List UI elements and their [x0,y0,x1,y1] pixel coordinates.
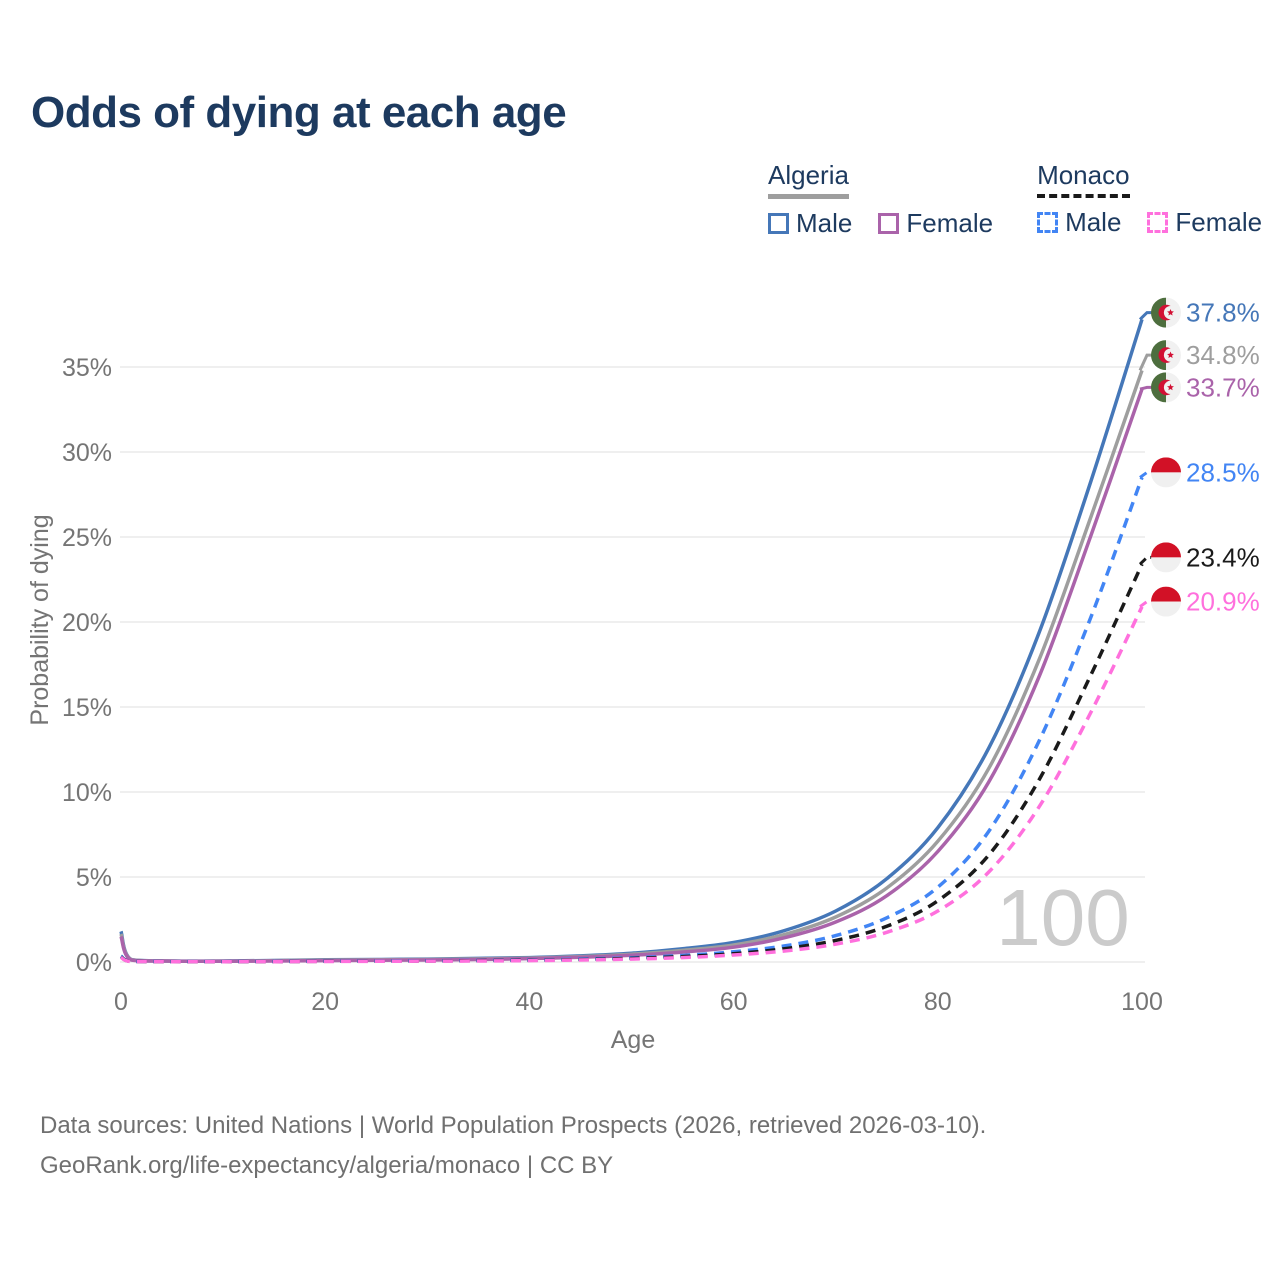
y-axis-tick-labels: 0% 5% 10% 15% 20% 25% 30% 35% [62,354,112,977]
end-value-label-monaco-both: 23.4% [1186,542,1260,572]
label-connector [1138,311,1152,321]
legend-item-label: Male [1065,207,1122,237]
attribution-line: GeoRank.org/life-expectancy/algeria/mona… [40,1152,614,1179]
end-value-label-algeria-both: 34.8% [1186,340,1260,370]
x-tick-label: 0 [114,988,128,1016]
y-axis-title: Probability of dying [26,514,54,725]
x-tick-label: 80 [924,988,952,1016]
legend-group-monaco: Monaco Male Female [1037,160,1262,239]
series-line-algeria-male [119,318,1144,963]
label-connector [1138,353,1152,372]
legend: Algeria Male Female Monaco Male Female [768,160,1262,239]
gridlines [120,366,1145,963]
legend-item-label: Female [906,208,994,238]
hover-age-watermark: 100 [996,873,1129,962]
legend-swatch-icon [878,213,900,234]
end-value-label-monaco-female: 20.9% [1186,587,1260,617]
x-tick-label: 100 [1121,988,1163,1016]
y-tick-label: 30% [62,439,112,467]
label-connector [1138,555,1152,566]
algeria-flag-icon [1151,297,1181,328]
y-tick-label: 25% [62,524,112,552]
x-tick-label: 20 [311,988,339,1016]
x-tick-label: 60 [720,988,748,1016]
series-line-algeria-female [119,388,1144,964]
label-connector [1139,600,1152,608]
legend-swatch-icon [768,213,789,234]
legend-item-label: Female [1175,207,1263,237]
x-axis-title: Age [611,1026,655,1054]
data-sources-line: Data sources: United Nations | World Pop… [40,1112,987,1139]
legend-item-algeria-female[interactable]: Female [878,208,993,239]
monaco-flag-icon [1151,586,1181,617]
legend-item-label: Male [796,208,853,238]
algeria-flag-icon [1151,340,1181,371]
legend-swatch-icon [1037,212,1059,233]
legend-item-monaco-male[interactable]: Male [1037,207,1121,238]
label-connector [1139,470,1152,479]
label-connector [1139,385,1152,391]
y-tick-label: 0% [76,949,112,977]
x-axis-tick-labels: 0 20 40 60 80 100 [114,988,1163,1016]
series-line-monaco-female [120,605,1144,964]
y-tick-label: 35% [62,354,112,382]
legend-item-algeria-male[interactable]: Male [768,208,852,239]
end-annotations: 37.8% 34.8%33.7% 28.5% 23.4% 20.9% [1138,297,1260,617]
footer: Data sources: United Nations | World Pop… [40,1106,986,1186]
page-title: Odds of dying at each age [31,88,567,137]
monaco-flag-icon [1151,457,1181,488]
legend-country-algeria[interactable]: Algeria [768,160,849,199]
end-value-label-algeria-female: 33.7% [1186,372,1260,402]
y-tick-label: 10% [62,779,112,807]
series-lines [119,318,1144,964]
legend-item-monaco-female[interactable]: Female [1147,207,1262,238]
end-value-label-algeria-male: 37.8% [1186,298,1260,328]
legend-group-algeria: Algeria Male Female [768,160,993,239]
legend-swatch-icon [1147,212,1169,233]
y-tick-label: 5% [76,864,112,892]
end-value-label-monaco-male: 28.5% [1186,457,1260,487]
y-tick-label: 15% [62,694,112,722]
legend-items-row: Male Female [1037,207,1262,238]
y-tick-label: 20% [62,609,112,637]
series-line-monaco-male [119,476,1144,964]
legend-country-monaco[interactable]: Monaco [1037,160,1130,198]
monaco-flag-icon [1151,542,1181,573]
algeria-flag-icon [1151,372,1181,403]
x-tick-label: 40 [515,988,543,1016]
legend-items-row: Male Female [768,208,993,239]
series-line-monaco-both [120,563,1144,964]
